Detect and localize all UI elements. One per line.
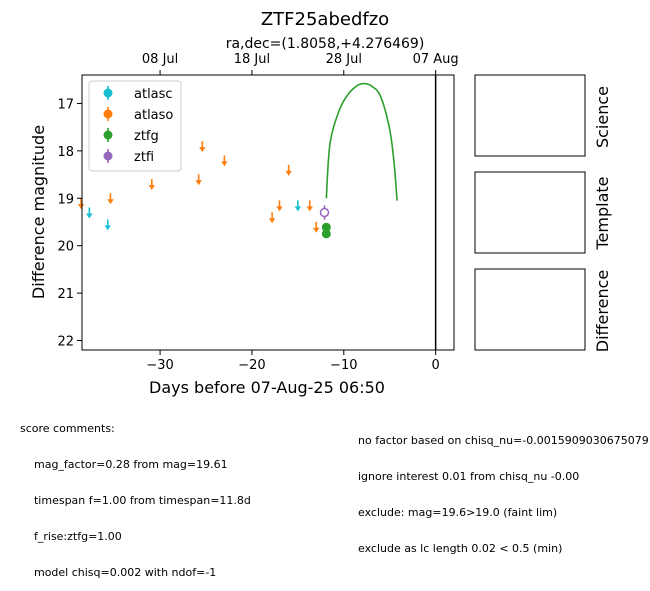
y-tick-label: 20 <box>57 240 74 255</box>
figure-title: ZTF25abedfzo <box>261 9 389 30</box>
comment-line: score comments: <box>20 422 115 435</box>
science-panel <box>474 74 586 157</box>
comment-line: mag_factor=0.28 from mag=19.61 <box>20 458 228 471</box>
legend: atlasc atlaso ztfg ztfi <box>88 80 182 172</box>
atlaso-upper-limit <box>107 199 114 205</box>
comment-line: ignore interest 0.01 from chisq_nu -0.00 <box>358 470 580 483</box>
legend-label: atlaso <box>134 108 173 123</box>
y-tick-label: 17 <box>57 97 74 112</box>
comment-line: f_rise:ztfg=1.00 <box>20 530 122 543</box>
plot-frame <box>81 74 455 351</box>
top-tick-label: 08 Jul <box>142 52 178 67</box>
legend-marker <box>103 109 113 119</box>
score-comments: score comments: mag_factor=0.28 from mag… <box>20 399 251 591</box>
y-tick-label: 19 <box>57 192 74 207</box>
comment-line: model chisq=0.002 with ndof=-1 <box>20 566 217 579</box>
atlaso-upper-limit <box>148 185 156 191</box>
y-tick-label: 18 <box>57 145 74 160</box>
template-panel <box>474 171 586 254</box>
difference-panel <box>474 268 586 351</box>
legend-marker <box>103 151 113 161</box>
x-tick-label: −20 <box>238 358 265 373</box>
ztfi-open-point <box>319 207 330 218</box>
atlasc-upper-limit <box>104 225 111 231</box>
model-curve <box>325 82 398 201</box>
y-axis-label: Difference magnitude <box>29 125 48 299</box>
atlasc-upper-limit <box>86 213 93 219</box>
comment-line: exclude as lc length 0.02 < 0.5 (min) <box>358 542 563 555</box>
x-tick-label: −10 <box>330 358 357 373</box>
y-tick-label: 22 <box>57 335 74 350</box>
interest-comments: no factor based on chisq_nu=-0.001590903… <box>358 411 650 567</box>
lightcurve-figure: ZTF25abedfzo ra,dec=(1.8058,+4.276469) D… <box>29 9 612 397</box>
atlaso-upper-limit <box>77 204 85 210</box>
top-tick-label: 28 Jul <box>326 52 362 67</box>
legend-label: ztfi <box>134 150 154 165</box>
legend-frame <box>88 80 182 172</box>
template-label: Template <box>593 176 612 250</box>
ztfg-point <box>321 229 331 239</box>
legend-label: atlasc <box>134 87 173 102</box>
atlaso-upper-limit <box>195 180 202 186</box>
ztfg-point <box>321 222 331 232</box>
top-tick-label: 07 Aug <box>413 52 459 67</box>
x-tick-label: −30 <box>146 358 173 373</box>
legend-marker <box>103 88 113 98</box>
difference-label: Difference <box>593 270 612 352</box>
x-axis-label: Days before 07-Aug-25 06:50 <box>149 378 385 397</box>
atlaso-upper-limit <box>306 206 313 212</box>
figure-subtitle: ra,dec=(1.8058,+4.276469) <box>226 36 425 52</box>
atlaso-upper-limit <box>221 161 228 167</box>
plot-area <box>77 75 437 350</box>
comment-line: timespan f=1.00 from timespan=11.8d <box>20 494 251 507</box>
legend-label: ztfg <box>134 129 159 144</box>
atlaso-upper-limit <box>285 170 292 176</box>
atlaso-upper-limit <box>313 227 320 233</box>
atlaso-upper-limit <box>199 147 206 153</box>
legend-marker <box>103 130 113 140</box>
comment-line: no factor based on chisq_nu=-0.001590903… <box>358 434 649 447</box>
science-label: Science <box>593 86 612 148</box>
top-tick-label: 18 Jul <box>234 52 270 67</box>
comment-line: exclude: mag=19.6>19.0 (faint lim) <box>358 506 558 519</box>
atlasc-upper-limit <box>294 206 302 212</box>
y-tick-label: 21 <box>57 287 74 302</box>
atlaso-upper-limit <box>268 218 276 224</box>
x-tick-label: 0 <box>431 358 439 373</box>
atlaso-upper-limit <box>276 206 283 212</box>
